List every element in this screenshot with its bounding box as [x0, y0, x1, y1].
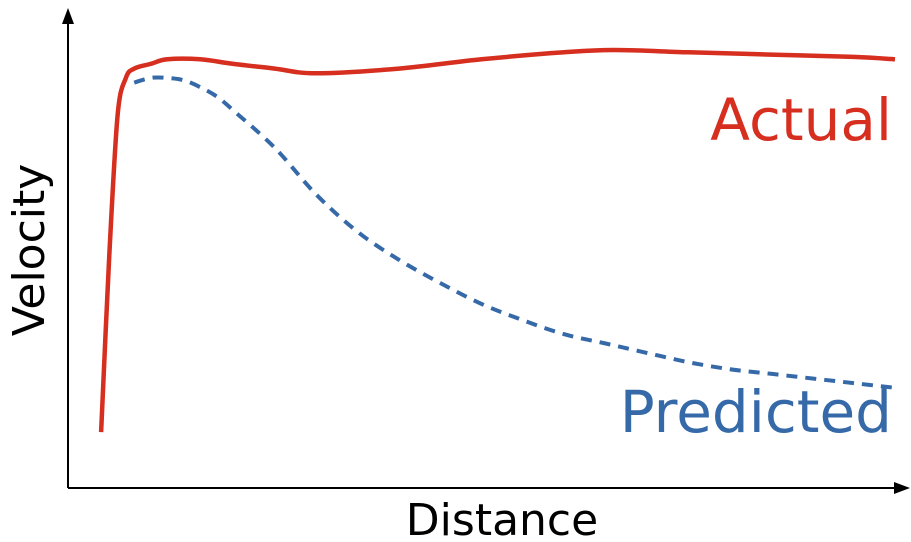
- y-axis-label: Velocity: [4, 164, 55, 337]
- series-layer: [98, 47, 896, 433]
- axes: [62, 8, 910, 494]
- x-axis-arrowhead: [894, 482, 910, 494]
- series-line-predicted: [133, 75, 896, 390]
- x-axis-label: Distance: [406, 495, 598, 538]
- series-line-actual: [98, 47, 896, 433]
- y-axis-arrowhead: [62, 8, 74, 24]
- series-label-actual: Actual: [710, 86, 892, 154]
- series-label-predicted: Predicted: [620, 378, 892, 446]
